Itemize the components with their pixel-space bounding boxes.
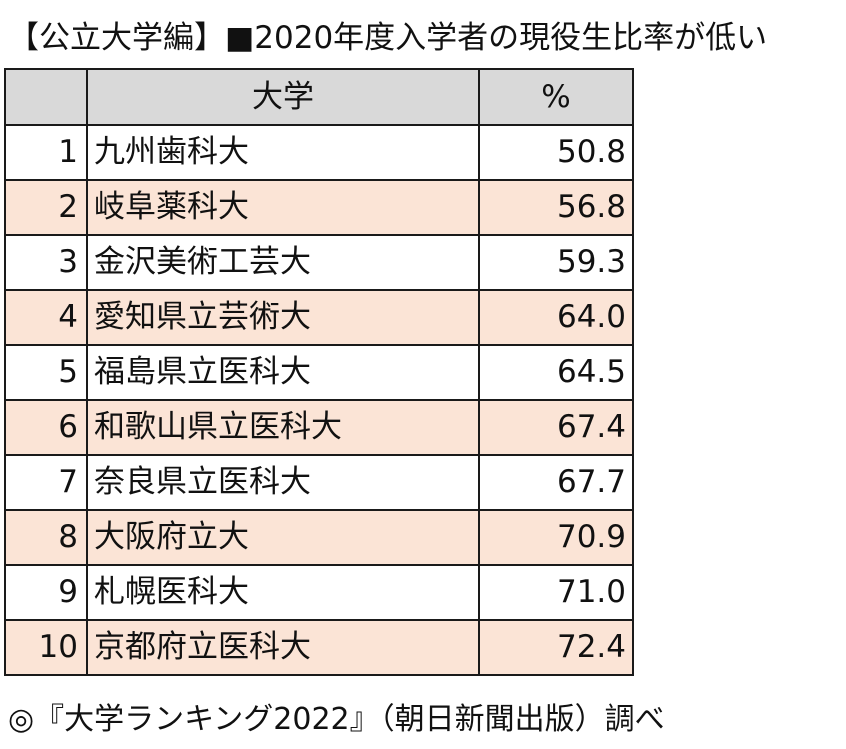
percent-cell: 64.5 (478, 344, 634, 401)
rank-cell: 5 (4, 344, 88, 401)
rank-cell: 7 (4, 454, 88, 511)
percent-cell: 71.0 (478, 564, 634, 621)
percent-cell: 50.8 (478, 124, 634, 181)
rank-cell: 6 (4, 399, 88, 456)
ranking-table: 大学 % 1 九州歯科大 50.8 2 岐阜薬科大 56.8 3 金沢美術工芸大… (4, 68, 634, 676)
rank-cell: 8 (4, 509, 88, 566)
rank-cell: 3 (4, 234, 88, 291)
table-row: 4 愛知県立芸術大 64.0 (4, 289, 634, 346)
header-university: 大学 (86, 68, 480, 126)
percent-cell: 67.7 (478, 454, 634, 511)
table-row: 3 金沢美術工芸大 59.3 (4, 234, 634, 291)
rank-cell: 2 (4, 179, 88, 236)
university-cell: 京都府立医科大 (86, 619, 480, 676)
header-percent: % (478, 68, 634, 126)
table-row: 8 大阪府立大 70.9 (4, 509, 634, 566)
percent-cell: 70.9 (478, 509, 634, 566)
table-row: 1 九州歯科大 50.8 (4, 124, 634, 181)
university-cell: 岐阜薬科大 (86, 179, 480, 236)
rank-cell: 9 (4, 564, 88, 621)
university-cell: 福島県立医科大 (86, 344, 480, 401)
percent-cell: 64.0 (478, 289, 634, 346)
table-header-row: 大学 % (4, 68, 634, 126)
university-cell: 和歌山県立医科大 (86, 399, 480, 456)
rank-cell: 10 (4, 619, 88, 676)
page-title: 【公立大学編】■2020年度入学者の現役生比率が低い (8, 20, 768, 56)
table-row: 5 福島県立医科大 64.5 (4, 344, 634, 401)
university-cell: 金沢美術工芸大 (86, 234, 480, 291)
university-cell: 奈良県立医科大 (86, 454, 480, 511)
percent-cell: 56.8 (478, 179, 634, 236)
ranking-table-container: 大学 % 1 九州歯科大 50.8 2 岐阜薬科大 56.8 3 金沢美術工芸大… (4, 68, 634, 692)
university-cell: 札幌医科大 (86, 564, 480, 621)
source-note: ◎『大学ランキング2022』（朝日新聞出版）調べ (8, 702, 665, 737)
table-row: 2 岐阜薬科大 56.8 (4, 179, 634, 236)
header-rank (4, 68, 88, 126)
table-row: 6 和歌山県立医科大 67.4 (4, 399, 634, 456)
rank-cell: 1 (4, 124, 88, 181)
percent-cell: 59.3 (478, 234, 634, 291)
table-row: 9 札幌医科大 71.0 (4, 564, 634, 621)
table-row: 7 奈良県立医科大 67.7 (4, 454, 634, 511)
percent-cell: 67.4 (478, 399, 634, 456)
rank-cell: 4 (4, 289, 88, 346)
table-row: 10 京都府立医科大 72.4 (4, 619, 634, 676)
university-cell: 大阪府立大 (86, 509, 480, 566)
university-cell: 愛知県立芸術大 (86, 289, 480, 346)
percent-cell: 72.4 (478, 619, 634, 676)
university-cell: 九州歯科大 (86, 124, 480, 181)
